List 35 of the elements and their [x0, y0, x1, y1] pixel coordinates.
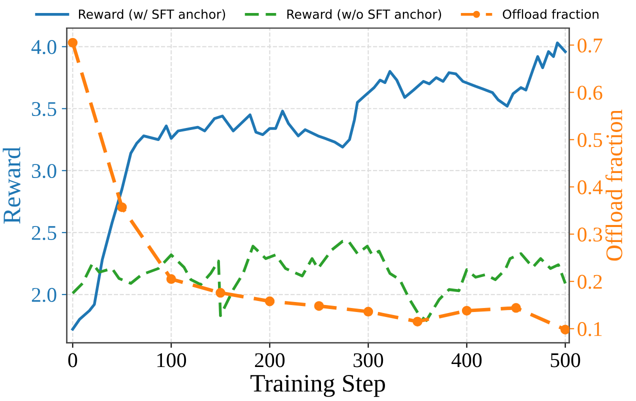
point [117, 202, 127, 212]
x-tick-label: 400 [452, 353, 482, 368]
x-tick-label: 0 [68, 353, 78, 368]
legend-label: Reward (w/ SFT anchor) [78, 9, 226, 20]
y2-tick-label: 0.2 [578, 274, 602, 289]
y2-tick-label: 0.3 [578, 228, 602, 242]
y2-tick-label: 0.5 [578, 132, 602, 148]
point [216, 288, 226, 298]
x-tick-label: 500 [550, 353, 580, 368]
point [511, 303, 521, 313]
y2-tick-label: 0.7 [578, 38, 602, 53]
legend-label: Reward (w/o SFT anchor) [287, 9, 442, 20]
y-tick-label: 3.0 [32, 164, 56, 178]
point [462, 306, 472, 316]
point [412, 316, 422, 326]
y-tick-label: 2.0 [32, 288, 56, 302]
y2-tick-label: 0.1 [578, 322, 602, 336]
y2-tick-label: 0.6 [578, 86, 602, 100]
point [264, 296, 275, 306]
legend-label: Offload fraction [502, 9, 598, 19]
y-tick-label: 2.5 [32, 226, 56, 240]
point [560, 324, 570, 334]
x-axis-title: Training Step [250, 374, 385, 397]
point [314, 301, 324, 311]
y-tick-label: 3.5 [32, 102, 56, 116]
x-tick-label: 300 [354, 353, 384, 368]
point [166, 274, 176, 284]
y2-axis-title: Offload fraction [605, 110, 622, 261]
point [68, 38, 78, 48]
y-tick-label: 4.0 [31, 40, 56, 54]
x-tick-label: 200 [255, 353, 285, 368]
y-axis-title: Reward [2, 146, 20, 224]
x-tick-label: 100 [157, 353, 186, 368]
y2-tick-label: 0.4 [578, 180, 603, 194]
point [363, 306, 374, 317]
